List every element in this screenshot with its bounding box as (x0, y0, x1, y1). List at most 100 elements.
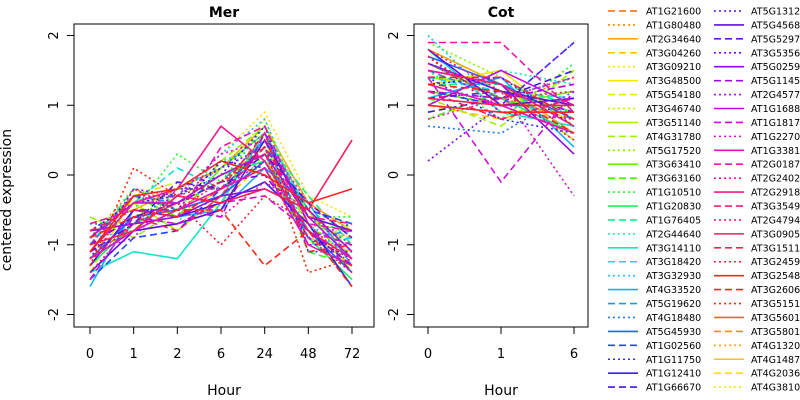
legend-entry: AT2G2402 (751, 174, 800, 185)
legend-entry: AT5G0259 (751, 62, 800, 73)
legend-entry: AT5G1145 (751, 76, 800, 87)
legend-entry: AT3G18420 (646, 257, 701, 268)
y-tick-label: 1 (387, 101, 402, 109)
series-line-1-48 (427, 83, 575, 134)
series-line-0-48 (89, 209, 353, 288)
series-line-1-39 (428, 41, 575, 113)
panel-cot: Cot Hour 0 1 6 -2 -1 0 1 2 (387, 5, 589, 399)
series-line-0-41 (89, 125, 353, 260)
legend-entry: AT1G12410 (646, 369, 701, 380)
legend-entry: AT1G2270 (751, 132, 800, 143)
legend-entry: AT3G5151 (751, 299, 800, 310)
legend-entry: AT3G0905 (751, 229, 800, 240)
x-tick-label: 48 (300, 347, 317, 362)
legend-entry: AT4G18480 (646, 313, 701, 324)
legend-entry: AT5G4568 (751, 20, 800, 31)
x-tick-label: 6 (570, 347, 578, 362)
y-tick-label: 1 (47, 101, 62, 109)
legend-entry: AT4G33520 (646, 285, 701, 296)
panel-title-mer: Mer (209, 5, 239, 21)
legend-entry: AT1G1817 (751, 118, 800, 129)
x-tick-label: 0 (424, 347, 432, 362)
legend-entry: AT4G2036 (751, 369, 800, 380)
y-tick-label: 0 (387, 171, 402, 179)
series-line-1-1 (427, 76, 575, 107)
legend-entry: AT3G2606 (751, 285, 800, 296)
y-tick-label: -1 (47, 238, 62, 251)
y-tick-label: 0 (47, 171, 62, 179)
legend-entry: AT1G76405 (646, 215, 701, 226)
legend: AT1G21600 AT1G80480 AT2G34640 AT3G04260 AT3G… (608, 7, 800, 394)
legend-entry: AT3G32930 (646, 271, 701, 282)
series-layer-mer (89, 110, 353, 288)
x-tick-label: 24 (256, 347, 273, 362)
legend-entry: AT5G1312 (751, 7, 800, 18)
legend-entry: AT3G2548 (751, 271, 800, 282)
y-axis-label: centered expression (0, 129, 15, 271)
legend-entry: AT2G44640 (646, 229, 701, 240)
series-layer-cot (427, 34, 575, 197)
legend-entry: AT3G63410 (646, 160, 701, 171)
legend-entry: AT3G14110 (646, 243, 701, 254)
legend-entry: AT5G5297 (751, 34, 800, 45)
legend-entry: AT3G09210 (646, 62, 701, 73)
series-line-1-46 (427, 62, 575, 100)
legend-entry: AT1G1688 (751, 104, 800, 115)
legend-entry: AT1G20830 (646, 202, 701, 213)
legend-entry: AT4G3810 (751, 383, 800, 394)
legend-entry: AT3G48500 (646, 76, 701, 87)
legend-entry: AT3G5356 (751, 48, 800, 59)
legend-entry: AT3G46740 (646, 104, 701, 115)
legend-entry: AT1G11750 (646, 355, 701, 366)
legend-entry: AT1G3381 (751, 146, 800, 157)
series-line-1-45 (428, 76, 575, 120)
x-tick-label: 2 (173, 347, 181, 362)
legend-entry: AT3G63160 (646, 174, 701, 185)
legend-entry: AT1G80480 (646, 20, 701, 31)
x-tick-label: 72 (344, 347, 361, 362)
series-line-1-49 (427, 55, 574, 107)
series-line-0-46 (89, 194, 353, 267)
legend-entry: AT1G21600 (646, 7, 701, 18)
x-axis-label-mer: Hour (207, 383, 241, 399)
legend-entry: AT1G10510 (646, 188, 701, 199)
y-tick-label: 2 (387, 31, 402, 39)
series-line-1-35 (427, 69, 575, 107)
series-line-0-19 (89, 117, 353, 260)
legend-entry: AT3G1511 (751, 243, 800, 254)
y-tick-label: -2 (387, 308, 402, 321)
series-line-0-45 (89, 131, 353, 253)
x-tick-label: 0 (86, 347, 94, 362)
legend-entry: AT4G1320 (751, 341, 800, 352)
legend-entry: AT4G1487 (751, 355, 800, 366)
legend-entry: AT3G51140 (646, 118, 701, 129)
legend-entry: AT2G2918 (751, 188, 800, 199)
series-line-1-18 (427, 76, 575, 100)
series-line-1-37 (427, 62, 575, 197)
legend-entry: AT4G31780 (646, 132, 701, 143)
x-tick-label: 1 (497, 347, 505, 362)
x-tick-label: 1 (130, 347, 138, 362)
panel-title-cot: Cot (488, 5, 515, 21)
legend-entry: AT2G34640 (646, 34, 701, 45)
series-line-0-44 (89, 139, 353, 246)
legend-entry: AT3G5801 (751, 327, 800, 338)
legend-entry: AT2G0187 (751, 160, 800, 171)
series-line-1-36 (427, 76, 575, 184)
y-tick-label: -2 (47, 308, 62, 321)
legend-entry: AT1G02560 (646, 341, 701, 352)
legend-entry: AT5G19620 (646, 299, 701, 310)
x-tick-label: 6 (217, 347, 225, 362)
series-line-1-28 (427, 76, 575, 127)
panel-mer: Mer Hour centered expression 0 1 2 6 24 48 72 -… (0, 5, 375, 399)
legend-entry: AT3G2459 (751, 257, 800, 268)
legend-entry: AT1G66670 (646, 383, 701, 394)
series-line-0-47 (89, 160, 353, 253)
y-tick-label: 2 (47, 31, 62, 39)
legend-entry: AT5G17520 (646, 146, 701, 157)
legend-entry: AT2G4794 (751, 215, 800, 226)
series-line-0-30 (89, 174, 353, 267)
legend-entry: AT3G3549 (751, 202, 800, 213)
